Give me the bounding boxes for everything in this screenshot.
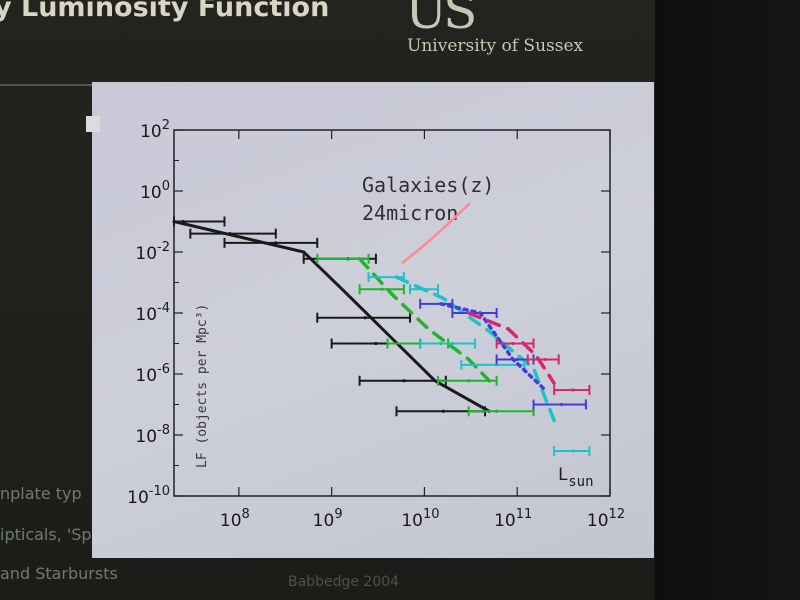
data-point <box>402 379 406 383</box>
data-point <box>374 341 378 346</box>
annotation-arrow <box>401 202 471 264</box>
citation-credit: Babbedge 2004 <box>288 574 400 590</box>
data-point <box>394 275 399 279</box>
data-point <box>363 316 367 320</box>
data-point <box>571 388 575 392</box>
bullet-text-1: nplate typ <box>0 484 82 503</box>
model-line-green <box>357 257 492 383</box>
title-divider <box>0 84 100 86</box>
data-point <box>559 402 564 407</box>
university-logo: US <box>405 0 477 40</box>
y-tick-label: 10-10 <box>127 484 170 508</box>
series-black <box>172 216 491 417</box>
x-tick-label: 109 <box>313 507 343 531</box>
data-point <box>478 311 482 315</box>
y-tick-label: 10-4 <box>135 301 170 325</box>
x-axis-label: Lsun <box>558 465 594 490</box>
y-tick-label: 10-6 <box>135 362 170 386</box>
data-point <box>543 357 547 362</box>
data-point <box>380 287 384 291</box>
bullet-text-3: and Starbursts <box>0 564 118 583</box>
data-point <box>515 357 519 362</box>
data-point <box>274 241 278 245</box>
slide-title: y Luminosity Function <box>0 0 330 23</box>
x-tick-label: 1012 <box>587 507 625 531</box>
data-point <box>422 287 427 291</box>
series-cyan <box>367 272 591 456</box>
y-tick-label: 102 <box>140 118 170 142</box>
data-point <box>181 219 185 224</box>
x-tick-label: 1010 <box>401 507 439 531</box>
x-tick-label: 108 <box>220 507 250 531</box>
model-line-magenta <box>466 311 556 385</box>
university-name: University of Sussex <box>407 36 584 56</box>
model-line-black <box>172 220 491 413</box>
y-axis-label: LF (objects per Mpc³) <box>195 304 210 468</box>
model-line-blue <box>439 302 547 392</box>
series-blue <box>419 298 587 410</box>
panel-tab <box>86 116 100 132</box>
x-tick-label: 1011 <box>494 507 532 531</box>
y-tick-label: 10-2 <box>135 240 170 264</box>
series-magenta <box>466 311 591 395</box>
data-point <box>495 409 499 413</box>
series-green <box>316 253 535 417</box>
data-point <box>357 257 362 261</box>
data-point <box>450 341 454 346</box>
annotation-line-2: 24micron <box>362 201 458 225</box>
data-point <box>571 449 575 453</box>
projection-wall <box>655 0 800 600</box>
y-tick-label: 100 <box>140 179 170 203</box>
data-point <box>467 379 471 383</box>
data-point <box>228 232 232 236</box>
annotation-line-1: Galaxies(z) <box>362 173 494 197</box>
data-point <box>439 302 443 306</box>
data-point <box>511 341 515 346</box>
data-point <box>441 409 445 413</box>
model-line-cyan <box>394 275 556 423</box>
y-tick-label: 10-8 <box>135 423 170 447</box>
